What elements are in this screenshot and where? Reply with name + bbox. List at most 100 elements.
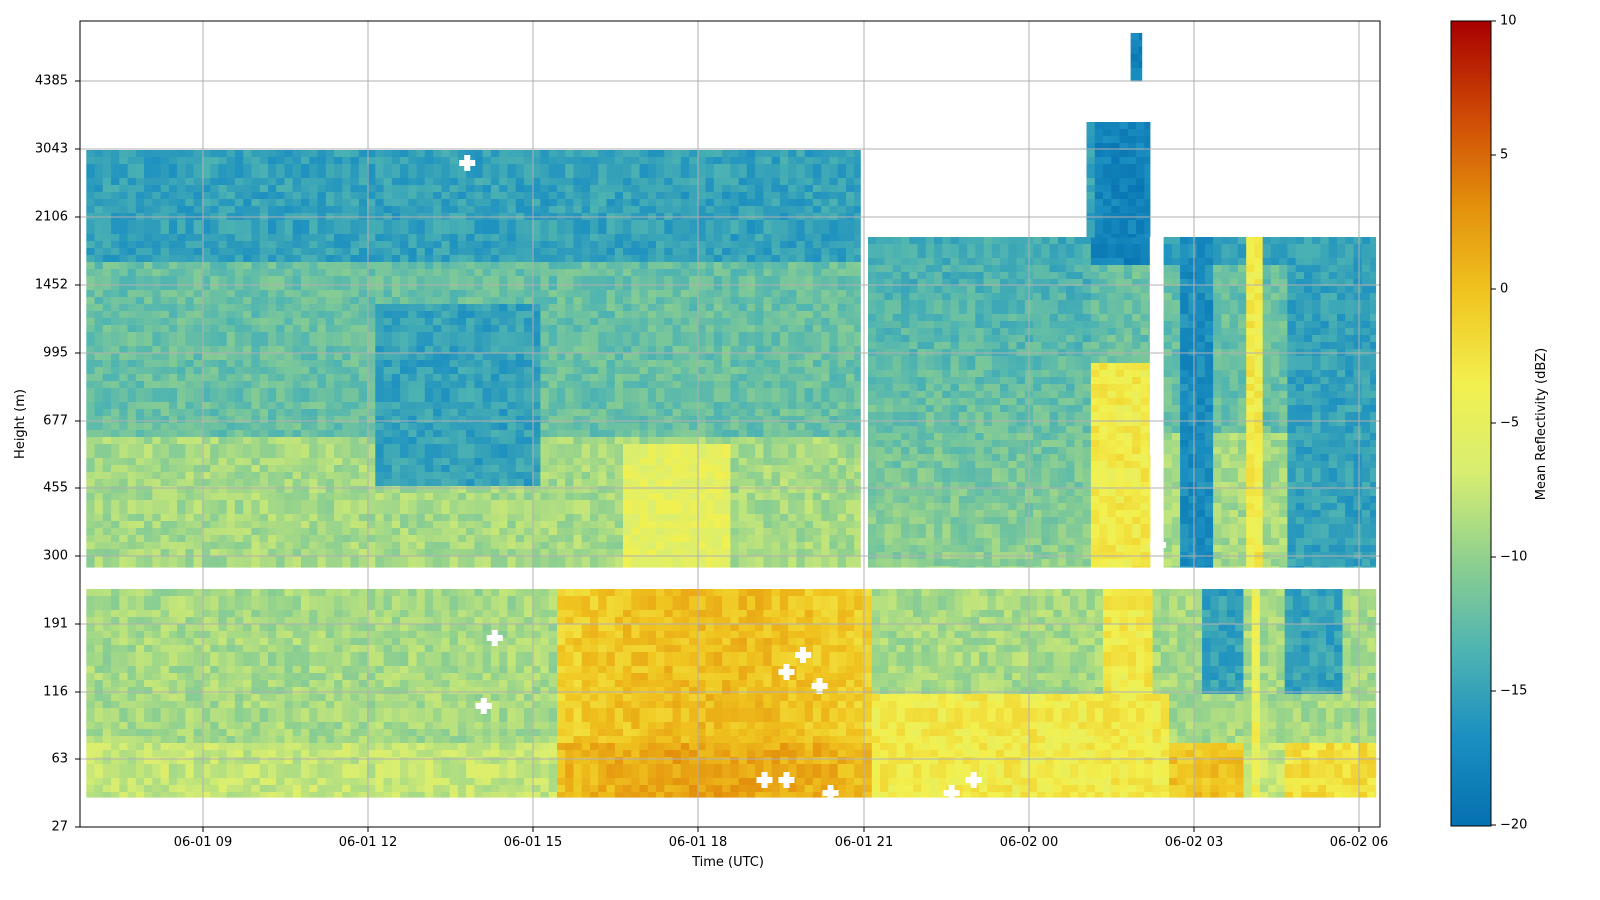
heat-cell [499,297,509,305]
heat-cell [532,563,542,568]
heat-cell [532,346,542,354]
heat-cell [482,409,492,417]
heat-cell [292,297,302,305]
heat-cell [350,521,360,529]
heat-cell [177,402,186,410]
heat-cell [119,220,129,228]
heat-cell [268,465,277,473]
heat-cell [424,486,434,494]
heat-cell [557,171,566,179]
heat-cell [119,227,129,235]
heat-cell [548,423,558,431]
heat-cell [705,199,715,207]
heat-cell [457,234,467,242]
heat-cell [507,381,517,389]
heat-cell [424,549,434,557]
heat-cell [391,171,401,179]
heat-cell [135,185,145,193]
heat-cell [623,367,632,375]
heat-cell [400,255,409,263]
heat-cell [301,255,310,263]
heat-cell [672,493,682,501]
heat-cell [614,227,624,235]
heat-cell [713,465,723,473]
heat-cell [515,458,525,466]
heat-cell [557,388,566,396]
heat-cell [664,332,674,340]
heat-cell [565,290,575,298]
heat-cell [490,374,500,382]
heat-cell [111,255,120,263]
heat-cell [540,227,550,235]
heat-cell [210,535,220,543]
heat-cell [193,416,203,424]
heat-cell [177,192,186,200]
heat-cell [234,549,244,557]
heat-cell [234,346,244,354]
heat-cell [639,563,649,568]
heat-cell [490,199,500,207]
heat-cell [466,206,475,214]
heat-cell [590,381,599,389]
heat-cell [722,388,731,396]
heat-cell [557,290,566,298]
heat-cell [86,402,96,410]
heat-cell [135,549,145,557]
heat-cell [573,535,583,543]
heat-cell [639,157,649,165]
heat-cell [408,402,418,410]
heat-cell [111,164,120,172]
heat-cell [680,227,690,235]
heat-cell [457,381,467,389]
heat-cell [259,556,269,564]
heat-cell [639,304,649,312]
heat-cell [210,486,220,494]
heat-cell [713,388,723,396]
heat-cell [251,360,261,368]
heat-cell [325,381,335,389]
heat-cell [482,325,492,333]
heat-cell [168,374,178,382]
heat-cell [606,430,616,438]
heat-cell [441,500,451,508]
heat-cell [474,500,484,508]
heat-cell [243,255,253,263]
heat-cell [639,164,649,172]
heat-cell [507,185,517,193]
heat-cell [763,486,773,494]
heat-cell [499,178,509,186]
heat-cell [375,199,385,207]
heat-cell [466,269,475,277]
heat-cell [730,339,740,347]
heat-cell [697,185,707,193]
heat-cell [705,157,715,165]
heat-cell [689,353,698,361]
heat-cell [334,164,343,172]
heat-cell [276,178,286,186]
heat-cell [210,479,220,487]
heat-cell [631,269,641,277]
heat-cell [631,353,641,361]
heat-cell [680,262,690,270]
heat-cell [540,549,550,557]
heat-cell [218,248,228,256]
heat-cell [185,248,195,256]
heat-cell [400,395,409,403]
heat-cell [309,402,319,410]
heat-cell [746,528,756,536]
heat-cell [408,416,418,424]
heat-cell [433,325,442,333]
heat-cell [111,416,120,424]
heat-cell [86,283,96,291]
heat-cell [606,437,616,445]
heat-cell [532,472,542,480]
heat-cell [309,157,319,165]
heat-cell [466,290,475,298]
heat-cell [86,500,96,508]
heat-cell [540,542,550,550]
heat-cell [375,479,385,487]
heat-cell [185,472,195,480]
heat-cell [664,220,674,228]
heat-cell [201,234,211,242]
heat-cell [259,360,269,368]
